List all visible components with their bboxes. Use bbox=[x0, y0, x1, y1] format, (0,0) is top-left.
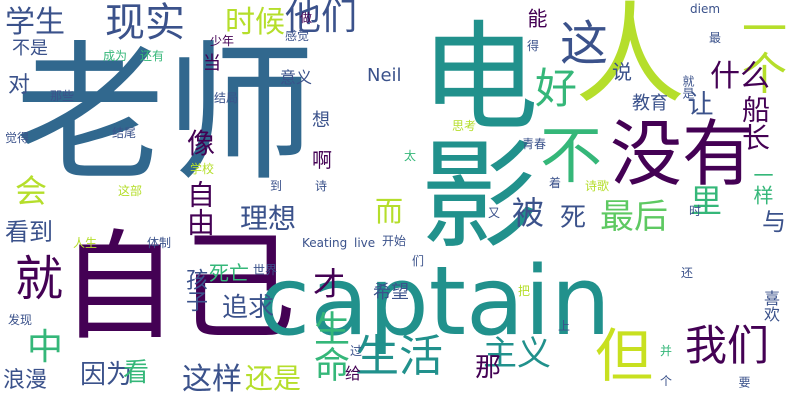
cloud-word: 当 bbox=[203, 53, 221, 74]
cloud-word: 觉得 bbox=[5, 131, 30, 145]
cloud-word: 一样 bbox=[750, 165, 774, 205]
cloud-word: 结尾 bbox=[112, 126, 137, 140]
cloud-word: 现实 bbox=[105, 0, 185, 46]
cloud-word: 世界 bbox=[253, 263, 278, 277]
cloud-word: 把 bbox=[518, 284, 531, 298]
cloud-word: 又 bbox=[488, 206, 501, 220]
cloud-word: 给 bbox=[342, 365, 361, 381]
cloud-word: 过 bbox=[350, 344, 363, 358]
cloud-word: 还 bbox=[681, 266, 694, 280]
cloud-word: 教育 bbox=[632, 93, 668, 114]
cloud-word: 上 bbox=[558, 319, 571, 333]
cloud-word: 自由 bbox=[183, 180, 216, 236]
cloud-word: 船长 bbox=[738, 95, 771, 151]
cloud-word: 自己 bbox=[60, 218, 297, 356]
cloud-word: 浪漫 bbox=[3, 368, 48, 393]
cloud-word: 感觉 bbox=[285, 29, 310, 43]
cloud-word: 里 bbox=[690, 182, 723, 220]
cloud-word: 主义 bbox=[483, 334, 551, 374]
cloud-word: 会 bbox=[15, 172, 48, 210]
cloud-word: 时候 bbox=[225, 5, 285, 40]
cloud-word: 这部 bbox=[118, 184, 143, 198]
cloud-word: 一个 bbox=[734, 5, 787, 95]
cloud-word: 好 bbox=[535, 64, 578, 113]
cloud-word: 时 bbox=[689, 204, 702, 218]
cloud-word: 喜欢 bbox=[761, 290, 780, 322]
cloud-word: 学校 bbox=[190, 162, 215, 176]
cloud-word: 体制 bbox=[147, 236, 172, 250]
cloud-word: 看 bbox=[123, 358, 150, 388]
cloud-word: 而 bbox=[375, 195, 404, 228]
cloud-word: 人 bbox=[575, 0, 685, 119]
cloud-word: 生活 bbox=[355, 331, 443, 382]
cloud-word: 与 bbox=[762, 208, 786, 236]
cloud-word: 理想 bbox=[240, 202, 297, 235]
cloud-word: 青春 bbox=[522, 137, 547, 151]
cloud-word: 发现 bbox=[8, 313, 33, 327]
cloud-word: 老师 bbox=[15, 28, 316, 202]
cloud-word: 生命 bbox=[308, 310, 349, 382]
cloud-word: 中 bbox=[27, 327, 64, 368]
cloud-word: 能 bbox=[524, 8, 548, 28]
cloud-word: 成为 bbox=[103, 49, 128, 63]
cloud-word: 少年 bbox=[210, 34, 235, 48]
cloud-word: 诗 bbox=[315, 179, 328, 193]
cloud-word: 最 bbox=[709, 31, 722, 45]
cloud-word: 要 bbox=[737, 376, 751, 388]
cloud-word: 他们 bbox=[285, 0, 358, 38]
cloud-word: 人生 bbox=[73, 236, 98, 250]
cloud-word: 追求 bbox=[222, 293, 275, 323]
cloud-word: 还有 bbox=[140, 49, 165, 63]
cloud-word: 不 bbox=[540, 119, 603, 192]
cloud-word: 这 bbox=[560, 16, 609, 72]
cloud-word: 就 bbox=[15, 251, 64, 307]
cloud-word: 想 bbox=[312, 110, 330, 131]
cloud-word: 什么 bbox=[710, 59, 770, 94]
cloud-word: 那些 bbox=[50, 89, 75, 103]
cloud-word: 得 bbox=[527, 39, 540, 53]
cloud-word: 啊 bbox=[312, 148, 332, 172]
cloud-word: 因为 bbox=[80, 360, 133, 390]
cloud-word: 这样 bbox=[182, 362, 242, 397]
cloud-word: 开始 bbox=[382, 234, 407, 248]
cloud-word: captain bbox=[258, 247, 611, 357]
cloud-word: 我们 bbox=[685, 321, 770, 370]
cloud-word: 说 bbox=[612, 60, 632, 84]
cloud-word: 死亡 bbox=[209, 261, 249, 285]
cloud-word: 电影 bbox=[400, 15, 538, 251]
cloud-word: 个 bbox=[660, 374, 673, 388]
cloud-word: 做 bbox=[300, 11, 313, 25]
cloud-word: diem bbox=[690, 2, 721, 16]
cloud-word: 就是 bbox=[681, 75, 695, 99]
cloud-word: 看到 bbox=[5, 218, 53, 246]
cloud-word: 被 bbox=[512, 194, 545, 232]
cloud-word: 太 bbox=[404, 149, 417, 163]
cloud-word: 像 bbox=[187, 127, 216, 160]
cloud-word: 让 bbox=[683, 90, 713, 116]
cloud-word: 孩子 bbox=[182, 268, 207, 312]
cloud-word: 学生 bbox=[5, 5, 65, 40]
cloud-word: 并 bbox=[660, 344, 673, 358]
cloud-word: 意义 bbox=[280, 68, 313, 87]
cloud-word: 那 bbox=[475, 353, 502, 383]
cloud-word: 但 bbox=[585, 325, 653, 383]
cloud-word: 还是 bbox=[245, 362, 302, 395]
cloud-word: 思考 bbox=[452, 119, 477, 133]
cloud-word: 不是 bbox=[12, 38, 48, 59]
cloud-word: 最后 bbox=[600, 197, 668, 237]
cloud-word: 诗歌 bbox=[585, 179, 610, 193]
cloud-word: Keating bbox=[302, 236, 348, 250]
cloud-word: live bbox=[354, 236, 376, 250]
cloud-word: 到 bbox=[270, 179, 283, 193]
cloud-word: 对 bbox=[8, 73, 31, 98]
cloud-word: 结局 bbox=[214, 91, 239, 105]
cloud-word: 着 bbox=[549, 176, 562, 190]
cloud-word: 希望 bbox=[373, 282, 409, 303]
cloud-word: 才 bbox=[313, 265, 346, 303]
cloud-word: Neil bbox=[367, 65, 402, 86]
cloud-word: 们 bbox=[412, 254, 425, 268]
cloud-word: 死 bbox=[560, 203, 587, 233]
cloud-word: 没有 bbox=[610, 112, 755, 196]
